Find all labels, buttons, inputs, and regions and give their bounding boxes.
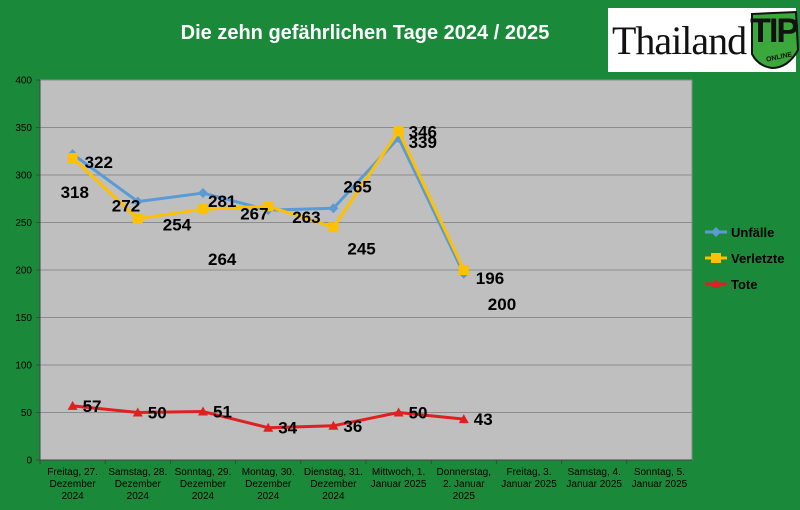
data-label-verletzte: 267: [240, 204, 268, 223]
data-point-tote: [132, 407, 143, 417]
data-label-unfaelle: 272: [112, 197, 140, 216]
x-tick-label: Montag, 30. Dezember 2024: [242, 467, 295, 502]
data-label-verletzte: 254: [163, 216, 192, 235]
x-tick-label: Samstag, 4. Januar 2025: [566, 467, 622, 490]
y-tick-label: 300: [15, 171, 32, 182]
legend-label-unfaelle: Unfälle: [731, 225, 774, 240]
y-tick-label: 150: [15, 313, 32, 324]
legend-marker-unfaelle: [711, 227, 721, 237]
data-label-tote: 43: [474, 410, 493, 429]
logo-badge: TIP ONLINE: [748, 10, 800, 70]
x-tick-label: Mittwoch, 1. Januar 2025: [371, 467, 427, 490]
x-tick-label: Sonntag, 29. Dezember 2024: [175, 467, 232, 502]
data-label-tote: 51: [213, 403, 232, 422]
data-label-verletzte: 346: [409, 122, 437, 141]
y-tick-label: 400: [15, 76, 32, 87]
legend-marker-tote: [711, 279, 721, 288]
legend-label-tote: Tote: [731, 277, 757, 292]
data-point-unfaelle: [132, 196, 143, 207]
data-label-unfaelle: 196: [476, 269, 504, 288]
data-label-tote: 34: [278, 419, 297, 438]
data-point-tote: [328, 420, 339, 430]
x-tick-label: Dienstag, 31. Dezember 2024: [304, 467, 363, 502]
y-tick-label: 50: [21, 408, 33, 419]
data-point-unfaelle: [198, 188, 208, 199]
data-label-unfaelle: 339: [409, 133, 437, 152]
data-point-tote: [458, 414, 469, 424]
data-point-verletzte: [198, 204, 208, 215]
data-point-unfaelle: [328, 203, 339, 214]
x-tick-label: Samstag, 28. Dezember 2024: [108, 467, 167, 502]
chart-title: Die zehn gefährlichen Tage 2024 / 2025: [180, 22, 550, 44]
data-label-verletzte: 200: [488, 295, 516, 314]
data-point-verletzte: [132, 213, 143, 224]
data-point-tote: [393, 407, 404, 417]
x-tick-label: Freitag, 3. Januar 2025: [501, 467, 557, 490]
data-label-verletzte: 245: [347, 239, 375, 258]
data-point-verletzte: [458, 265, 469, 275]
x-tick-label: Donnerstag, 2. Januar 2025: [437, 467, 491, 502]
data-label-unfaelle: 265: [343, 177, 371, 196]
logo-badge-shape: [751, 10, 800, 70]
legend-label-verletzte: Verletzte: [731, 251, 784, 266]
y-tick-label: 200: [15, 266, 32, 277]
y-tick-label: 350: [15, 123, 32, 134]
logo-wordmark: Thailand: [612, 17, 747, 63]
data-point-verletzte: [67, 152, 78, 163]
data-point-verletzte: [263, 201, 274, 212]
logo-badge-text: TIP: [750, 12, 799, 50]
data-label-unfaelle: 322: [85, 153, 113, 172]
legend-marker-verletzte: [711, 253, 721, 263]
data-label-unfaelle: 263: [292, 208, 320, 227]
data-point-tote: [198, 406, 208, 416]
data-point-tote: [263, 422, 274, 432]
data-label-verletzte: 264: [208, 250, 237, 269]
data-point-verletzte: [393, 126, 404, 137]
data-label-tote: 50: [148, 404, 167, 423]
data-label-tote: 57: [83, 397, 102, 416]
y-tick-label: 100: [15, 361, 32, 372]
y-tick-label: 250: [15, 218, 32, 229]
data-label-unfaelle: 281: [208, 192, 236, 211]
x-tick-label: Freitag, 27. Dezember 2024: [47, 467, 98, 502]
data-label-tote: 50: [409, 404, 428, 423]
x-tick-label: Sonntag, 5. Januar 2025: [632, 467, 688, 490]
data-label-tote: 36: [343, 417, 362, 436]
thailand-tip-logo: Thailand TIP ONLINE: [608, 8, 800, 72]
data-point-verletzte: [328, 222, 339, 233]
data-point-tote: [67, 400, 78, 410]
data-label-verletzte: 318: [61, 183, 89, 202]
y-tick-label: 0: [26, 456, 32, 467]
